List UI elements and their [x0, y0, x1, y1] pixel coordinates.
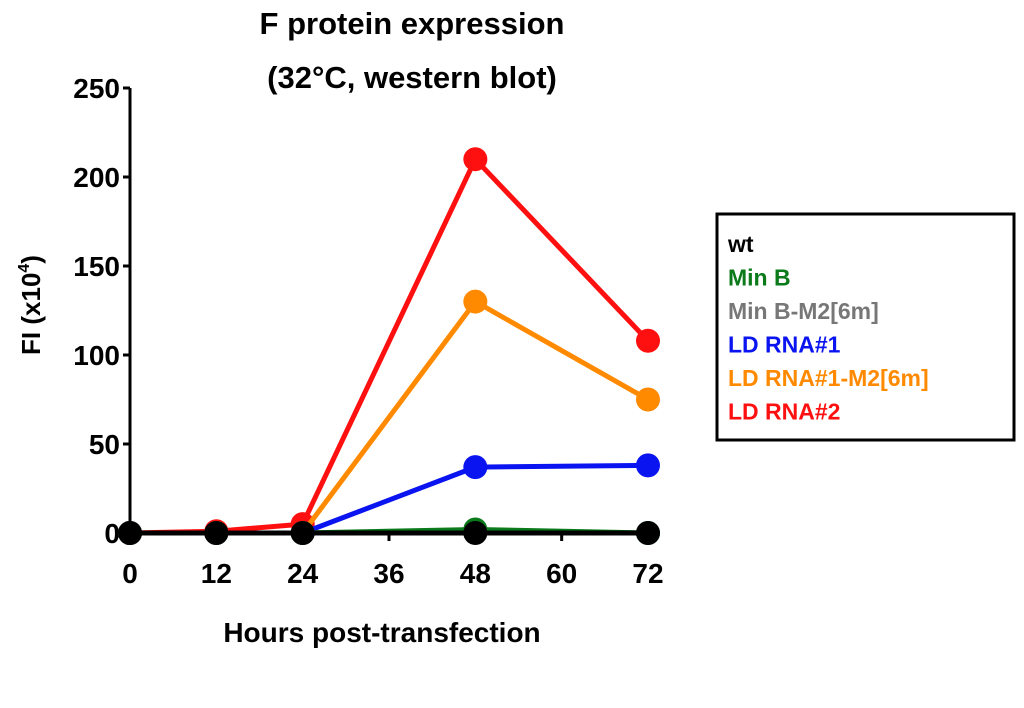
data-point: [636, 453, 660, 478]
x-tick-label: 60: [546, 558, 577, 589]
chart-title-line2: (32°C, western blot): [267, 60, 557, 95]
y-tick-label: 150: [73, 251, 120, 282]
x-axis-label: Hours post-transfection: [223, 617, 540, 648]
y-tick-label: 0: [104, 518, 120, 549]
data-point: [463, 147, 488, 172]
data-point: [463, 521, 488, 545]
data-point: [636, 521, 660, 545]
series-line: [130, 462, 649, 536]
data-point: [204, 521, 229, 545]
series-line: [129, 156, 650, 536]
series-ld-rna-2: [118, 147, 660, 545]
x-tick-label: 36: [373, 558, 404, 589]
legend-entry: LD RNA#1-M2[6m]: [728, 365, 929, 391]
legend-entry: LD RNA#1: [728, 332, 841, 358]
x-tick-label: 12: [201, 558, 232, 589]
series-ld-rna-1-m2-6m-: [118, 289, 660, 545]
legend: wt Min B Min B-M2[6m] LD RNA#1 LD RNA#1-M2[6…: [715, 212, 1016, 442]
data-point: [290, 521, 315, 545]
legend-entry: wt: [727, 231, 754, 257]
y-tick-label: 200: [73, 162, 120, 193]
x-tick-label: 48: [460, 558, 491, 589]
data-point: [118, 521, 142, 545]
data-point: [636, 387, 660, 412]
series-wt: [118, 521, 660, 545]
x-tick-label: 72: [632, 558, 663, 589]
legend-entry: Min B-M2[6m]: [728, 298, 879, 324]
legend-entry: Min B: [728, 265, 791, 291]
data-point: [636, 328, 660, 353]
y-tick-label: 50: [89, 429, 120, 460]
y-tick-label: 250: [73, 73, 120, 104]
legend-entry: LD RNA#2: [728, 399, 840, 425]
chart-title-line1: F protein expression: [260, 6, 565, 41]
data-point: [463, 289, 488, 314]
y-axis-label: FI (x104): [16, 255, 46, 355]
x-tick-label: 0: [122, 558, 138, 589]
x-tick-label: 24: [287, 558, 319, 589]
data-point: [463, 455, 488, 480]
legend-box: [715, 212, 1016, 442]
y-tick-label: 100: [73, 340, 120, 371]
